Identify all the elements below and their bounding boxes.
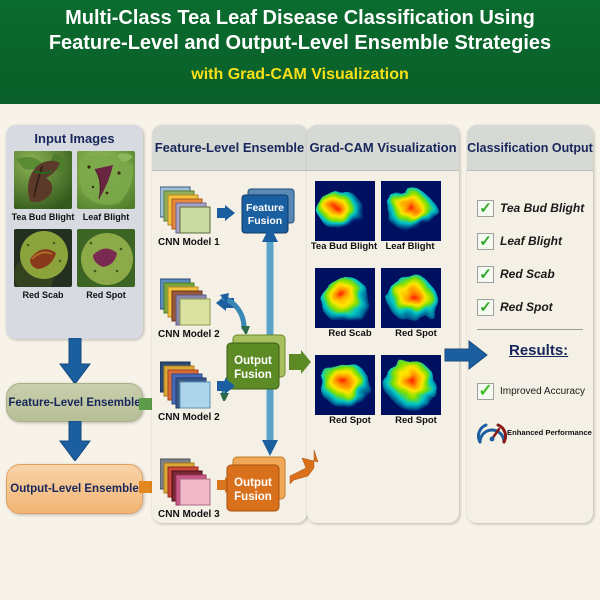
svg-text:Feature: Feature — [246, 202, 284, 214]
svg-text:Fusion: Fusion — [234, 491, 272, 503]
svg-text:Fusion: Fusion — [234, 369, 272, 381]
svg-text:Output: Output — [234, 477, 272, 489]
svg-text:Output: Output — [234, 355, 272, 367]
